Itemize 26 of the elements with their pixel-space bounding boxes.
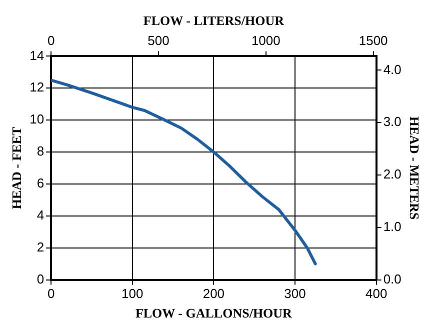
- y2-tick-label: 3.0: [383, 114, 402, 130]
- y-axis-title: HEAD - FEET: [9, 126, 24, 210]
- y-tick-label: 12: [30, 80, 44, 95]
- y2-tick-label: 4.0: [383, 62, 402, 77]
- y-tick-label: 14: [30, 48, 44, 63]
- x2-tick-label: 1000: [251, 32, 280, 48]
- x-axis-title: FLOW - GALLONS/HOUR: [135, 306, 293, 321]
- x-tick-label: 400: [365, 286, 388, 302]
- y-tick-label: 10: [30, 112, 44, 127]
- y-tick-label: 2: [36, 239, 44, 254]
- x2-tick-label: 0: [47, 32, 55, 48]
- x-tick-label: 100: [122, 286, 144, 302]
- x-tick-label: 0: [47, 286, 55, 302]
- y2-tick-label: 2.0: [383, 166, 402, 182]
- y-tick-label: 8: [36, 144, 44, 159]
- y-tick-label: 0: [36, 271, 44, 286]
- x-tick-label: 200: [202, 286, 225, 302]
- y2-axis-title: HEAD - METERS: [406, 116, 422, 220]
- y2-tick-label: 1.0: [383, 218, 402, 234]
- y2-tick-label: 0.0: [383, 271, 402, 286]
- y-tick-label: 6: [36, 176, 44, 191]
- x2-axis-title: FLOW - LITERS/HOUR: [143, 13, 285, 28]
- x-tick-label: 300: [284, 286, 306, 302]
- y-tick-label: 4: [36, 207, 44, 222]
- x2-tick-label: 1500: [358, 32, 388, 48]
- x2-tick-label: 500: [148, 32, 170, 48]
